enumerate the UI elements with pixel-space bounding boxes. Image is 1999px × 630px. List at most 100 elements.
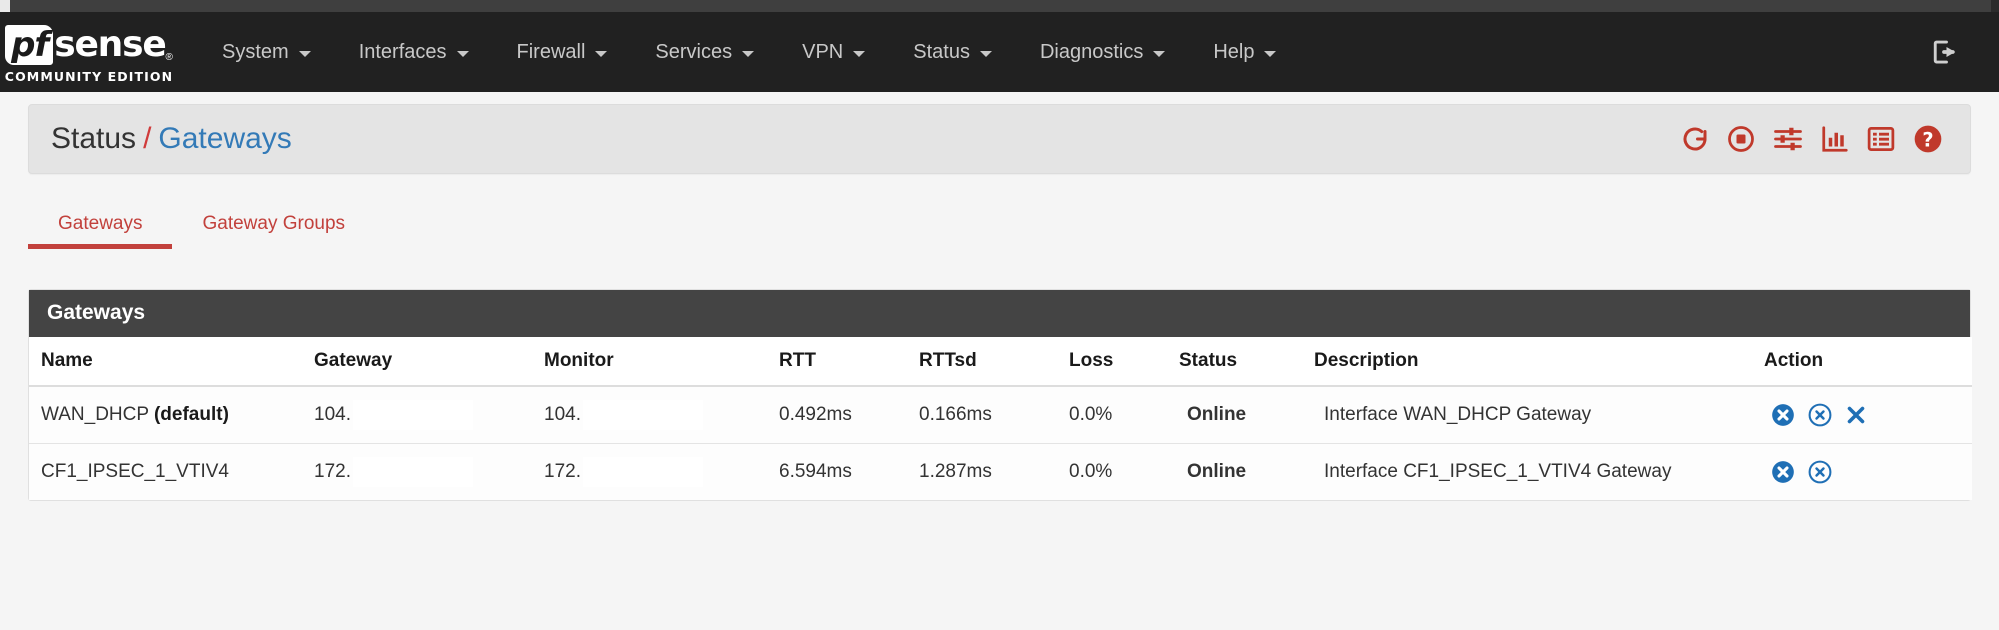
chevron-down-icon [1153,50,1166,57]
cell-rtt: 0.492ms [779,386,919,444]
breadcrumb-separator: / [143,122,152,155]
redaction-block [352,400,473,430]
chevron-down-icon [742,50,755,57]
cell-rttsd: 1.287ms [919,443,1069,500]
cell-gateway: 172. [314,443,544,500]
bar-chart-icon[interactable] [1820,124,1850,154]
nav-label-status: Status [913,40,970,63]
column-header-action: Action [1764,337,1972,387]
cell-description: Interface WAN_DHCP Gateway [1314,386,1764,444]
cell-loss: 0.0% [1069,443,1179,500]
help-icon[interactable]: ? [1912,123,1944,155]
cell-rtt: 6.594ms [779,443,919,500]
delete-circle-filled-icon[interactable] [1770,402,1796,428]
table-body: WAN_DHCP (default) 104. 104. 0.492ms 0.1… [29,386,1972,500]
chevron-down-icon [456,50,469,57]
column-header-status: Status [1179,337,1314,387]
top-strip-left-edge [0,0,10,12]
column-header-rttsd: RTTsd [919,337,1069,387]
nav-label-help: Help [1213,40,1255,63]
table-head: Name Gateway Monitor RTT RTTsd Loss Stat… [29,337,1972,387]
nav-item-interfaces[interactable]: Interfaces [335,12,493,92]
cell-description: Interface CF1_IPSEC_1_VTIV4 Gateway [1314,443,1764,500]
panel-title: Gateways [29,290,1970,337]
redaction-block [352,457,473,487]
redaction-block [582,457,703,487]
cell-gateway: 104. [314,386,544,444]
window-top-strip [0,0,1999,12]
sign-out-icon[interactable] [1929,37,1959,67]
nav-item-system[interactable]: System [198,12,335,92]
cell-action [1764,386,1972,444]
nav-item-vpn[interactable]: VPN [778,12,889,92]
gateways-table: Name Gateway Monitor RTT RTTsd Loss Stat… [29,337,1972,500]
pf-mark: pf [5,24,54,65]
close-x-icon[interactable] [1844,403,1868,427]
disable-circle-outline-icon[interactable] [1807,402,1833,428]
nav-item-diagnostics[interactable]: Diagnostics [1016,12,1189,92]
nav-item-services[interactable]: Services [631,12,778,92]
row-actions [1764,402,1966,428]
header-action-icons: ? [1680,123,1944,155]
cell-name: CF1_IPSEC_1_VTIV4 [29,443,314,500]
nav-label-services: Services [655,40,733,63]
monitor-address: 104. [544,404,581,426]
top-strip-right-edge [1991,0,1999,12]
status-badge: Online [1179,386,1314,444]
nav-item-status[interactable]: Status [889,12,1016,92]
pfsense-logo[interactable]: pf sense ® COMMUNITY EDITION [0,12,178,92]
sense-wordmark: sense [54,23,167,65]
chevron-down-icon [853,50,866,57]
column-header-description: Description [1314,337,1764,387]
nav-item-help[interactable]: Help [1189,12,1300,92]
column-header-gateway: Gateway [314,337,544,387]
svg-text:?: ? [1922,128,1933,151]
gateway-default-badge: (default) [153,404,229,425]
row-actions [1764,459,1966,485]
brand-logo-row: pf sense ® [5,23,173,67]
table-row[interactable]: WAN_DHCP (default) 104. 104. 0.492ms 0.1… [29,386,1972,444]
column-header-loss: Loss [1069,337,1179,387]
column-header-monitor: Monitor [544,337,779,387]
page-title: Gateways [158,122,292,155]
cell-monitor: 172. [544,443,779,500]
stop-icon[interactable] [1726,124,1756,154]
nav-item-firewall[interactable]: Firewall [493,12,632,92]
gateways-panel: Gateways Name Gateway Monitor RTT RTTsd … [28,289,1972,501]
chevron-down-icon [979,50,992,57]
monitor-address: 172. [544,461,581,483]
list-icon[interactable] [1866,124,1896,154]
gateway-address: 104. [314,404,351,426]
refresh-icon[interactable] [1680,124,1710,154]
nav-label-system: System [222,40,289,63]
cell-action [1764,443,1972,500]
main-navbar: pf sense ® COMMUNITY EDITION System Inte… [0,12,1999,92]
brand-subtitle: COMMUNITY EDITION [4,68,174,84]
breadcrumb-parent[interactable]: Status [51,122,137,155]
gateway-name: CF1_IPSEC_1_VTIV4 [41,461,229,482]
registered-mark: ® [165,51,173,63]
table-row[interactable]: CF1_IPSEC_1_VTIV4 172. 172. 6.594ms 1.28… [29,443,1972,500]
tab-gateway-groups[interactable]: Gateway Groups [172,200,375,249]
sliders-icon[interactable] [1772,124,1804,154]
column-header-name: Name [29,337,314,387]
page-header-card: Status / Gateways [28,104,1971,174]
nav-label-interfaces: Interfaces [358,40,447,63]
tab-gateway-groups-label: Gateway Groups [202,213,346,234]
chevron-down-icon [595,50,608,57]
chevron-down-icon [1264,50,1277,57]
cell-loss: 0.0% [1069,386,1179,444]
breadcrumb: Status / Gateways [51,122,292,156]
cell-name: WAN_DHCP (default) [29,386,314,444]
column-header-rtt: RTT [779,337,919,387]
status-badge: Online [1179,443,1314,500]
nav-label-firewall: Firewall [516,40,586,63]
delete-circle-filled-icon[interactable] [1770,459,1796,485]
tab-gateways[interactable]: Gateways [28,200,173,249]
tab-gateways-label: Gateways [58,213,143,234]
gateway-name: WAN_DHCP [41,404,149,425]
chevron-down-icon [298,50,311,57]
disable-circle-outline-icon[interactable] [1807,459,1833,485]
navbar-right [1929,12,1999,92]
gateway-address: 172. [314,461,351,483]
